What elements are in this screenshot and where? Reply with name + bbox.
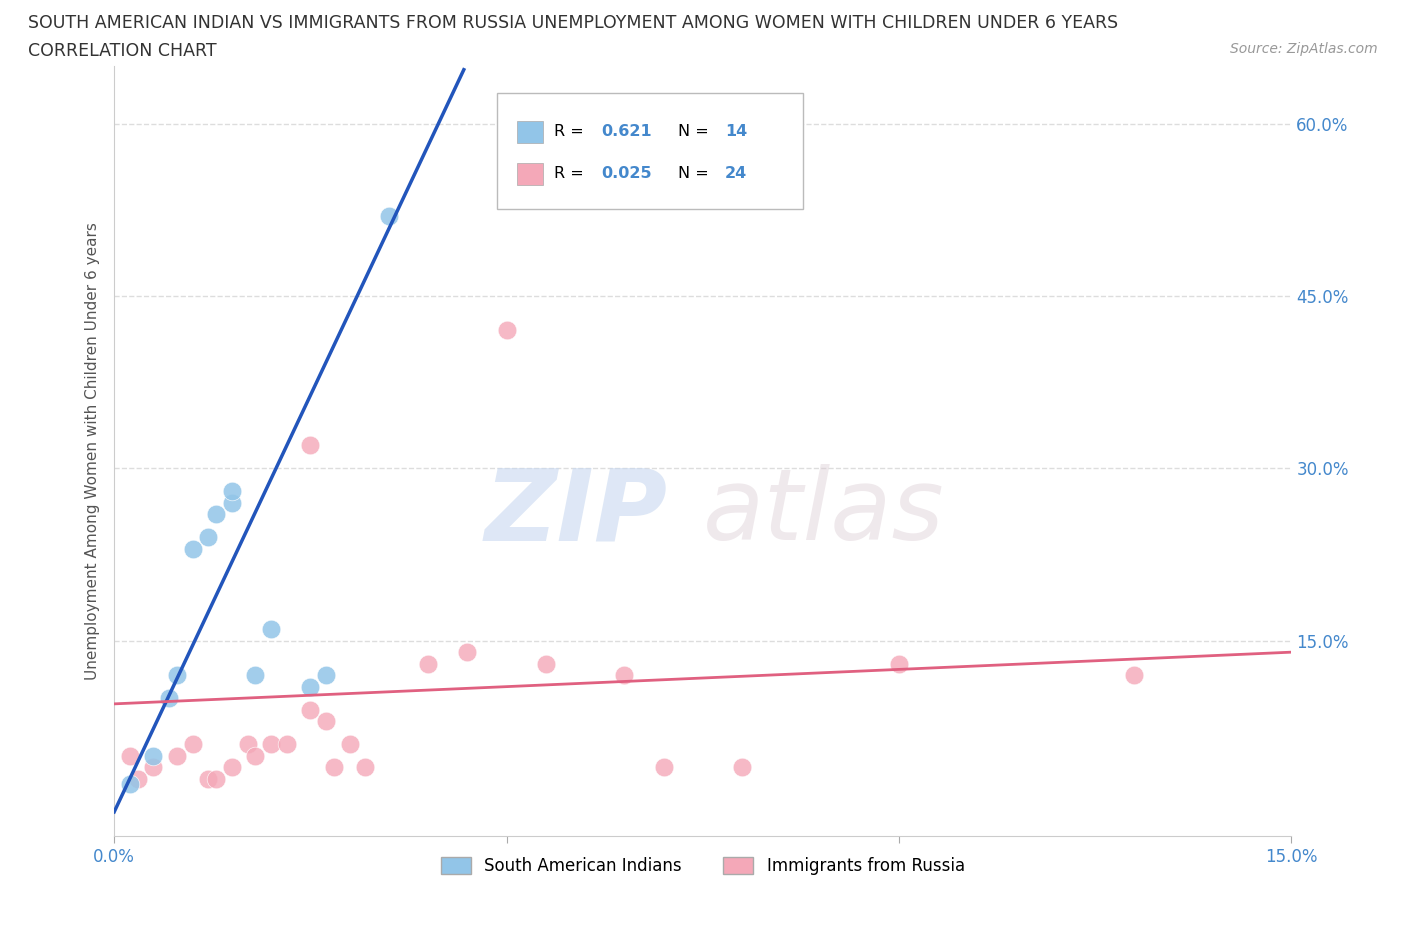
Text: R =: R = [554, 166, 589, 181]
Point [315, 668, 337, 683]
Point [127, 771, 149, 786]
Point [418, 657, 440, 671]
Point [260, 622, 283, 637]
FancyBboxPatch shape [517, 164, 543, 185]
Point [142, 748, 165, 763]
Point [118, 748, 141, 763]
Point [887, 657, 910, 671]
Text: 0.621: 0.621 [602, 124, 652, 140]
Point [221, 760, 243, 775]
Point [181, 737, 204, 751]
Point [236, 737, 259, 751]
Text: 24: 24 [725, 166, 748, 181]
Point [260, 737, 283, 751]
Point [205, 771, 228, 786]
Point [495, 323, 517, 338]
Text: R =: R = [554, 124, 589, 140]
FancyBboxPatch shape [496, 93, 803, 208]
Point [339, 737, 361, 751]
Text: CORRELATION CHART: CORRELATION CHART [28, 42, 217, 60]
Text: 0.025: 0.025 [602, 166, 652, 181]
Point [1123, 668, 1146, 683]
Point [197, 771, 219, 786]
Point [315, 713, 337, 728]
Point [118, 777, 141, 791]
Text: SOUTH AMERICAN INDIAN VS IMMIGRANTS FROM RUSSIA UNEMPLOYMENT AMONG WOMEN WITH CH: SOUTH AMERICAN INDIAN VS IMMIGRANTS FROM… [28, 14, 1118, 32]
Point [221, 484, 243, 498]
Point [245, 668, 267, 683]
Point [221, 496, 243, 511]
Point [181, 541, 204, 556]
Point [197, 530, 219, 545]
Point [276, 737, 298, 751]
Point [378, 208, 401, 223]
Text: N =: N = [678, 166, 714, 181]
Point [534, 657, 557, 671]
Text: Source: ZipAtlas.com: Source: ZipAtlas.com [1230, 42, 1378, 56]
Point [299, 438, 322, 453]
Point [456, 644, 478, 659]
Text: ZIP: ZIP [485, 464, 668, 561]
Point [157, 691, 180, 706]
Point [613, 668, 636, 683]
Text: 14: 14 [725, 124, 748, 140]
Point [299, 702, 322, 717]
Point [245, 748, 267, 763]
Legend: South American Indians, Immigrants from Russia: South American Indians, Immigrants from … [434, 850, 972, 882]
Point [166, 668, 188, 683]
FancyBboxPatch shape [517, 121, 543, 143]
Point [142, 760, 165, 775]
Point [205, 507, 228, 522]
Point [731, 760, 754, 775]
Text: N =: N = [678, 124, 714, 140]
Point [299, 679, 322, 694]
Text: atlas: atlas [703, 464, 945, 561]
Point [323, 760, 346, 775]
Y-axis label: Unemployment Among Women with Children Under 6 years: Unemployment Among Women with Children U… [86, 222, 100, 680]
Point [166, 748, 188, 763]
Point [652, 760, 675, 775]
Point [354, 760, 377, 775]
